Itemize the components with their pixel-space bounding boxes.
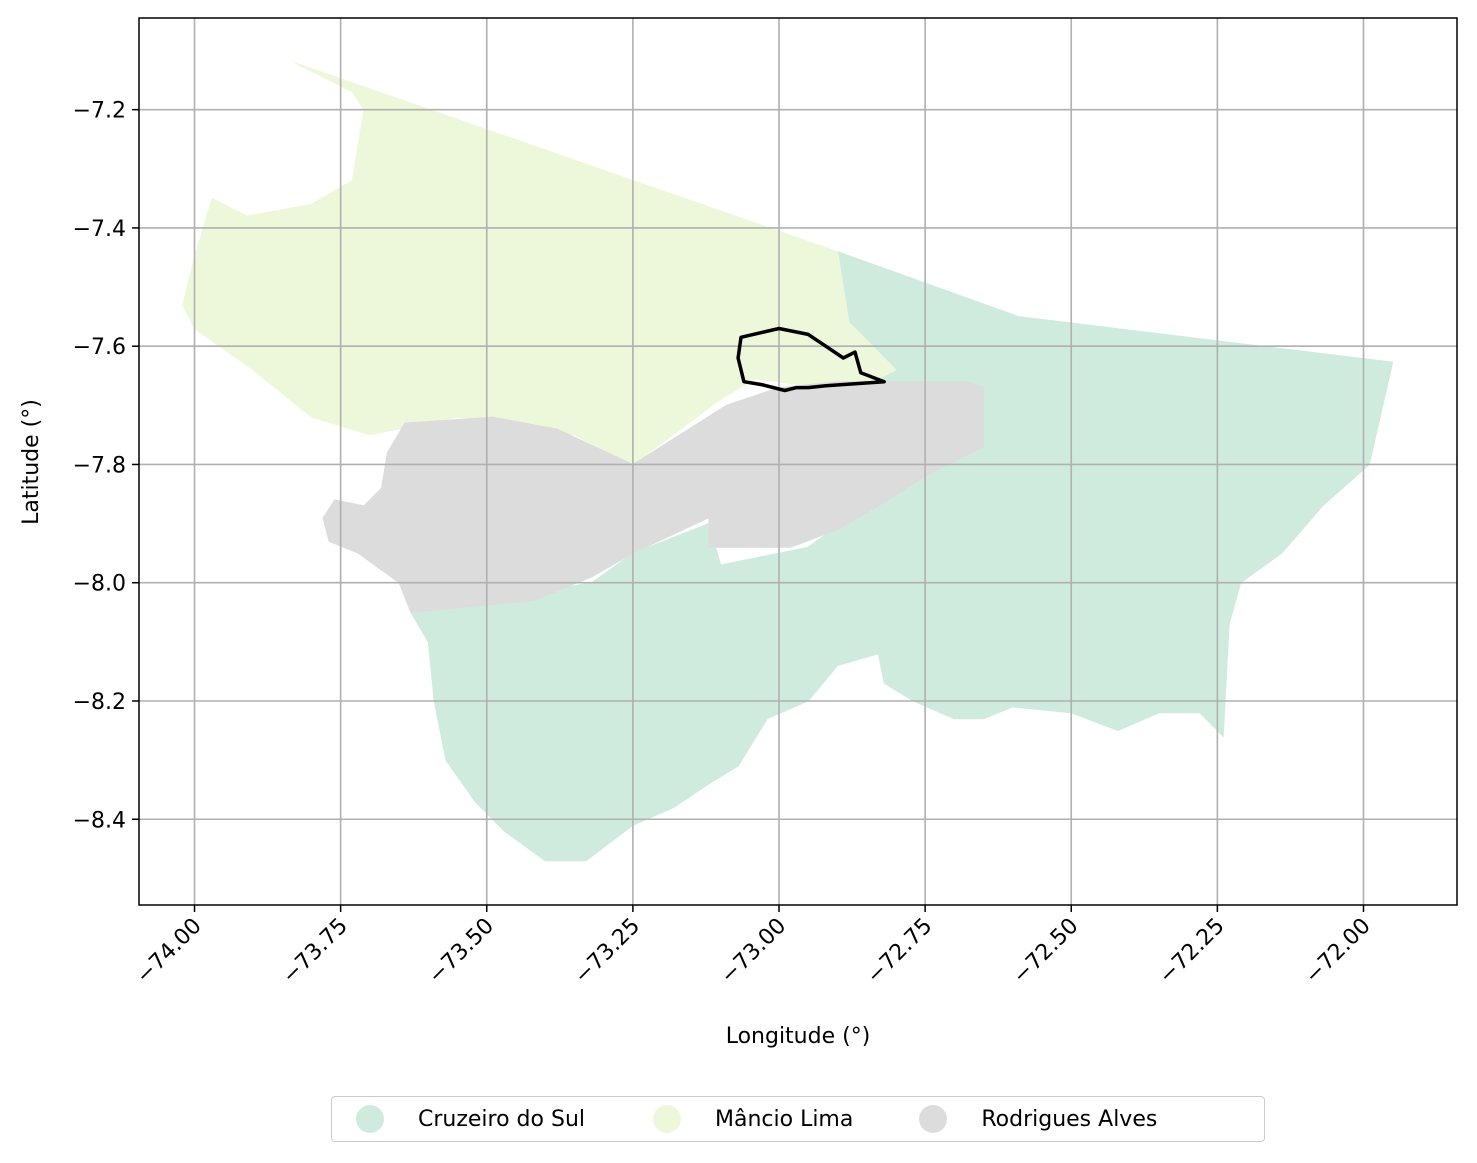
x-tick-label: −73.25 (570, 914, 645, 989)
x-tick-label: −73.75 (278, 914, 353, 989)
y-tick-label: −7.8 (73, 453, 126, 478)
regions-layer (182, 61, 1394, 862)
plot-frame (138, 17, 1458, 906)
legend: Cruzeiro do Sul Mâncio Lima Rodrigues Al… (331, 1096, 1265, 1142)
legend-item-mancio-lima: Mâncio Lima (653, 1105, 853, 1133)
legend-label-rodrigues-alves: Rodrigues Alves (981, 1106, 1158, 1132)
x-axis-title: Longitude (°) (726, 1024, 871, 1049)
grid-layer (139, 18, 1457, 905)
y-tick-label: −8.0 (73, 572, 126, 597)
legend-label-mancio-lima: Mâncio Lima (715, 1106, 854, 1132)
legend-swatch-cruzeiro-do-sul (356, 1105, 384, 1133)
legend-swatch-rodrigues-alves (919, 1105, 948, 1133)
y-tick-label: −7.4 (73, 217, 126, 242)
y-tick-label: −8.4 (73, 808, 126, 833)
x-tick-label: −73.00 (716, 914, 791, 989)
highlight-layer (736, 326, 886, 393)
y-tick-label: −8.2 (73, 690, 126, 715)
x-tick-label: −72.25 (1154, 914, 1229, 989)
x-tick-label: −72.75 (862, 914, 937, 989)
x-tick-label: −73.50 (424, 914, 499, 989)
legend-swatch-mancio-lima (653, 1105, 681, 1133)
x-tick-label: −74.00 (132, 914, 207, 989)
x-tick-label: −72.00 (1300, 914, 1375, 989)
legend-item-cruzeiro-do-sul: Cruzeiro do Sul (356, 1105, 585, 1133)
legend-label-cruzeiro-do-sul: Cruzeiro do Sul (418, 1106, 585, 1132)
y-axis-title: Latitude (°) (19, 399, 44, 525)
y-tick-label: −7.2 (73, 99, 126, 124)
region-rodrigues-alves (322, 381, 985, 613)
y-tick-label: −7.6 (73, 335, 126, 360)
highlighted-area-outline (736, 326, 886, 393)
x-tick-label: −72.50 (1008, 914, 1083, 989)
legend-item-rodrigues-alves: Rodrigues Alves (919, 1105, 1157, 1133)
region-cruzeiro-do-sul (409, 250, 1394, 862)
